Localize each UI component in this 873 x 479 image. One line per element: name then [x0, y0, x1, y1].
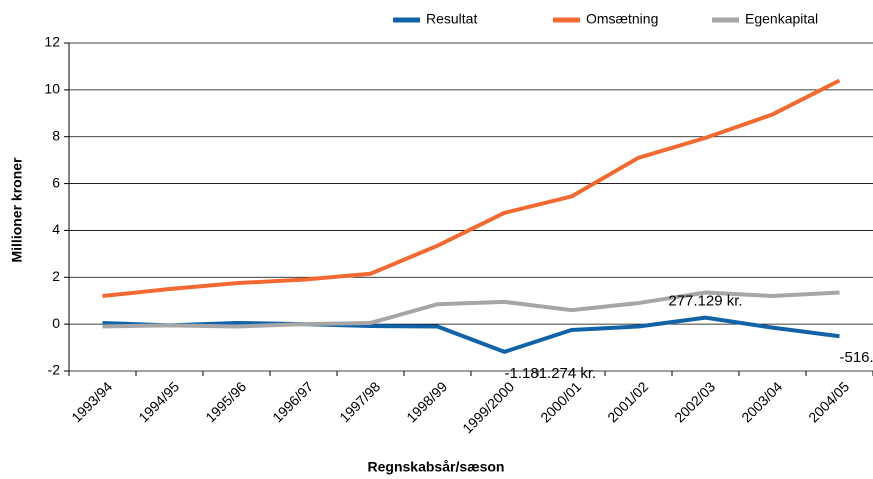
- y-axis-title: Millioner kroner: [9, 157, 25, 263]
- x-tick-label: 1996/97: [269, 378, 316, 425]
- line: [102, 78, 841, 299]
- value-label: -516.145 kr.: [840, 349, 873, 366]
- x-tick-label: 2000/01: [537, 378, 584, 425]
- legend-label: Omsætning: [586, 11, 658, 27]
- x-tick-label: 2001/02: [604, 378, 651, 425]
- x-tick-label: 1994/95: [135, 378, 182, 425]
- x-tick-label: 1998/99: [403, 378, 450, 425]
- x-tick-label: 1993/94: [68, 378, 115, 425]
- y-tick-label: 6: [52, 174, 60, 190]
- line: [102, 290, 840, 329]
- y-tick-label: 0: [52, 315, 60, 331]
- x-tick-label: 1995/96: [202, 378, 249, 425]
- x-tick-label: 2002/03: [671, 378, 718, 425]
- value-label: 277.129 kr.: [668, 293, 742, 310]
- x-axis-title: Regnskabsår/sæson: [368, 459, 505, 475]
- y-tick-label: -2: [48, 362, 61, 378]
- x-tick-label: 1997/98: [336, 378, 383, 425]
- x-tick-label: 1999/2000: [459, 378, 517, 436]
- x-tick-label: 2003/04: [738, 378, 785, 425]
- y-tick-label: 12: [44, 34, 60, 50]
- value-label: -1.181.274 kr.: [505, 365, 597, 382]
- y-tick-label: 2: [52, 268, 60, 284]
- x-tick-label: 2004/05: [805, 378, 852, 425]
- legend-label: Resultat: [426, 11, 477, 27]
- y-tick-label: 4: [52, 221, 60, 237]
- y-tick-label: 10: [44, 81, 60, 97]
- line: [102, 315, 840, 354]
- legend-label: Egenkapital: [745, 11, 818, 27]
- y-tick-label: 8: [52, 127, 60, 143]
